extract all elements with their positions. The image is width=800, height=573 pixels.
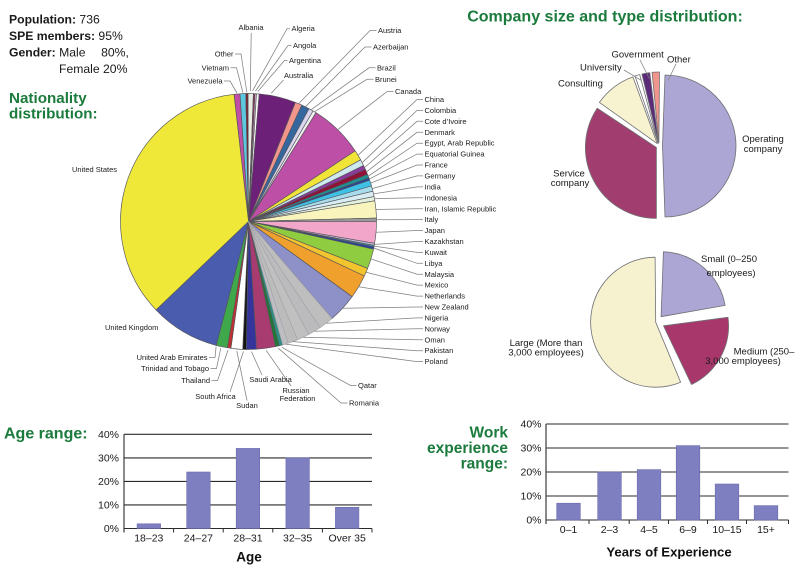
svg-text:United Kingdom: United Kingdom	[105, 323, 158, 332]
svg-text:Age range:: Age range:	[4, 426, 88, 443]
svg-text:Russian: Russian	[282, 386, 309, 395]
svg-text:30%: 30%	[520, 443, 541, 455]
svg-text:Sudan: Sudan	[236, 401, 258, 410]
svg-text:Operating: Operating	[742, 134, 784, 145]
svg-text:University: University	[580, 63, 622, 74]
svg-text:Work: Work	[470, 425, 509, 442]
svg-text:experience: experience	[427, 440, 508, 457]
svg-text:Pakistan: Pakistan	[425, 346, 454, 355]
svg-text:2–3: 2–3	[601, 524, 619, 536]
svg-text:Other: Other	[667, 55, 691, 66]
svg-text:Service: Service	[553, 169, 585, 180]
svg-text:Mexico: Mexico	[425, 281, 449, 290]
svg-text:Population: 736: Population: 736	[9, 13, 100, 27]
svg-text:South Africa: South Africa	[195, 392, 236, 401]
svg-text:Years of Experience: Years of Experience	[606, 545, 731, 560]
svg-text:Japan: Japan	[425, 226, 445, 235]
svg-text:Age: Age	[236, 550, 262, 565]
svg-text:Australia: Australia	[284, 71, 314, 80]
svg-text:Denmark: Denmark	[425, 128, 456, 137]
svg-text:Government: Government	[612, 50, 665, 61]
svg-text:40%: 40%	[520, 419, 541, 431]
svg-text:Azerbaijan: Azerbaijan	[373, 43, 408, 52]
svg-text:Angola: Angola	[293, 41, 317, 50]
svg-text:United States: United States	[72, 165, 117, 174]
svg-text:Small (0–250: Small (0–250	[701, 254, 757, 265]
svg-text:0%: 0%	[104, 523, 119, 535]
svg-text:Colombia: Colombia	[425, 106, 458, 115]
svg-text:Medium (250–: Medium (250–	[734, 347, 795, 358]
svg-text:Trinidad and Tobago: Trinidad and Tobago	[141, 364, 209, 373]
svg-text:Vietnam: Vietnam	[202, 63, 229, 72]
svg-text:Over 35: Over 35	[329, 533, 367, 545]
svg-text:Libya: Libya	[425, 259, 444, 268]
svg-text:10%: 10%	[98, 500, 119, 512]
svg-text:Qatar: Qatar	[358, 381, 377, 390]
svg-text:Kazakhstan: Kazakhstan	[425, 237, 464, 246]
svg-text:Romania: Romania	[349, 399, 380, 408]
svg-text:Nationality: Nationality	[9, 90, 87, 107]
svg-text:Saudi Arabia: Saudi Arabia	[249, 375, 292, 384]
svg-text:0–1: 0–1	[560, 524, 578, 536]
svg-text:Indonesia: Indonesia	[425, 193, 458, 202]
svg-text:employees): employees)	[706, 268, 755, 279]
svg-text:Germany: Germany	[425, 171, 456, 180]
svg-text:6–9: 6–9	[679, 524, 697, 536]
svg-text:Canada: Canada	[395, 87, 422, 96]
svg-text:Albania: Albania	[239, 23, 265, 32]
svg-text:Brunei: Brunei	[375, 75, 397, 84]
svg-text:Gender: Male 80%,: Gender: Male 80%,	[9, 46, 129, 60]
svg-text:Netherlands: Netherlands	[425, 292, 466, 301]
svg-text:India: India	[425, 182, 442, 191]
svg-text:China: China	[425, 95, 445, 104]
svg-text:Egypt, Arab Republic: Egypt, Arab Republic	[425, 139, 495, 148]
svg-text:Argentina: Argentina	[289, 56, 322, 65]
svg-text:Poland: Poland	[425, 357, 448, 366]
svg-text:company: company	[551, 178, 590, 189]
svg-text:Austria: Austria	[378, 26, 402, 35]
svg-text:Large (More than: Large (More than	[510, 338, 583, 349]
svg-text:Kuwait: Kuwait	[425, 248, 448, 257]
svg-text:Brazil: Brazil	[377, 63, 396, 72]
svg-text:Consulting: Consulting	[558, 78, 603, 89]
svg-text:3,000 employees): 3,000 employees)	[705, 356, 781, 367]
svg-text:Venezuela: Venezuela	[187, 77, 223, 86]
svg-text:0%: 0%	[526, 515, 541, 527]
svg-text:New Zealand: New Zealand	[425, 303, 469, 312]
svg-text:Algeria: Algeria	[292, 24, 316, 33]
svg-text:20%: 20%	[520, 467, 541, 479]
svg-text:United Arab Emirates: United Arab Emirates	[137, 353, 208, 362]
svg-text:Oman: Oman	[425, 335, 445, 344]
svg-text:30%: 30%	[98, 452, 119, 464]
svg-text:distribution:: distribution:	[9, 106, 98, 123]
svg-text:10–15: 10–15	[712, 524, 741, 536]
svg-text:Thailand: Thailand	[181, 376, 210, 385]
svg-text:Malaysia: Malaysia	[425, 270, 455, 279]
svg-text:Norway: Norway	[425, 324, 451, 333]
svg-text:4–5: 4–5	[640, 524, 658, 536]
svg-text:Federation: Federation	[280, 394, 316, 403]
svg-text:SPE members: 95%: SPE members: 95%	[9, 29, 123, 43]
svg-text:Company size and type distribu: Company size and type distribution:	[467, 9, 743, 26]
svg-text:Female 20%: Female 20%	[59, 62, 128, 76]
svg-text:15+: 15+	[757, 524, 775, 536]
svg-text:Nigeria: Nigeria	[425, 313, 450, 322]
svg-text:20%: 20%	[98, 476, 119, 488]
svg-text:company: company	[744, 144, 783, 155]
svg-text:18–23: 18–23	[134, 533, 163, 545]
svg-text:3,000 employees): 3,000 employees)	[508, 348, 584, 359]
svg-text:Equatorial Guinea: Equatorial Guinea	[425, 150, 486, 159]
svg-text:28–31: 28–31	[233, 533, 262, 545]
svg-text:range:: range:	[461, 456, 508, 473]
svg-text:Italy: Italy	[425, 215, 439, 224]
svg-text:France: France	[425, 161, 448, 170]
svg-text:Cote d’Ivoire: Cote d’Ivoire	[425, 117, 467, 126]
svg-text:40%: 40%	[98, 429, 119, 441]
svg-text:10%: 10%	[520, 491, 541, 503]
svg-text:Iran, Islamic Republic: Iran, Islamic Republic	[425, 204, 497, 213]
svg-text:32–35: 32–35	[283, 533, 312, 545]
svg-text:Other: Other	[215, 50, 234, 59]
svg-text:24–27: 24–27	[184, 533, 213, 545]
